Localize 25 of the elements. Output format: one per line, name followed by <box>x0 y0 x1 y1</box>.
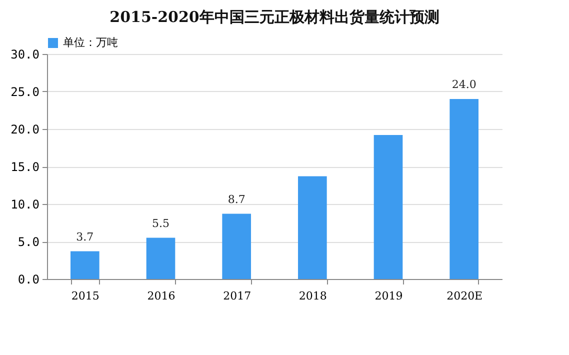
x-tick-label: 2015 <box>71 290 100 302</box>
y-tick-label: 10.0 <box>10 198 40 212</box>
y-tick-label: 15.0 <box>10 160 40 174</box>
y-tick-label: 5.0 <box>18 235 40 249</box>
y-tick-label: 25.0 <box>10 85 40 99</box>
bar <box>450 99 478 279</box>
bar <box>298 176 327 279</box>
x-tick-label: 2018 <box>298 290 327 302</box>
x-tick-label: 2016 <box>147 290 176 302</box>
text: 5.5 <box>152 216 170 230</box>
x-tick-label: 2019 <box>374 290 403 302</box>
text: 8.7 <box>228 192 246 206</box>
text: 3.7 <box>76 230 94 244</box>
bar <box>146 238 176 279</box>
bar <box>222 214 251 279</box>
bar <box>374 135 403 279</box>
y-tick-label: 0.0 <box>18 272 40 286</box>
y-tick-label: 20.0 <box>10 122 40 136</box>
x-tick-label: 2020E <box>446 290 483 302</box>
text: 24.0 <box>452 78 476 91</box>
x-tick-label: 2017 <box>223 290 252 302</box>
chart-title: 2015-2020年中国三元正极材料出货量统计预测 <box>110 8 440 26</box>
bar <box>70 251 100 279</box>
legend-label: 单位：万吨 <box>63 36 118 49</box>
y-tick-label: 30.0 <box>10 48 40 62</box>
